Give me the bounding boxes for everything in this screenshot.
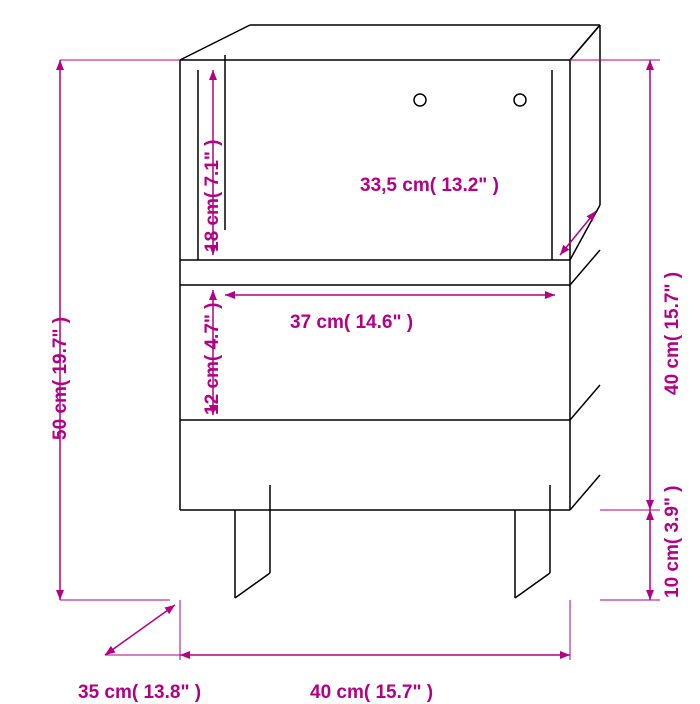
dim-width: 40 cm( 15.7" ) <box>310 682 433 704</box>
dim-depth: 35 cm( 13.8" ) <box>78 682 201 704</box>
dim-drawer-height: 12 cm( 4.7" ) <box>202 302 224 415</box>
dim-height-total: 50 cm( 19.7" ) <box>50 317 72 440</box>
dim-leg-height: 10 cm( 3.9" ) <box>662 485 684 598</box>
dim-shelf-width: 37 cm( 14.6" ) <box>290 312 413 334</box>
dim-body-height: 40 cm( 15.7" ) <box>662 272 684 395</box>
dim-shelf-depth: 33,5 cm( 13.2" ) <box>360 175 499 197</box>
dim-shelf-height: 18 cm( 7.1" ) <box>202 139 224 252</box>
